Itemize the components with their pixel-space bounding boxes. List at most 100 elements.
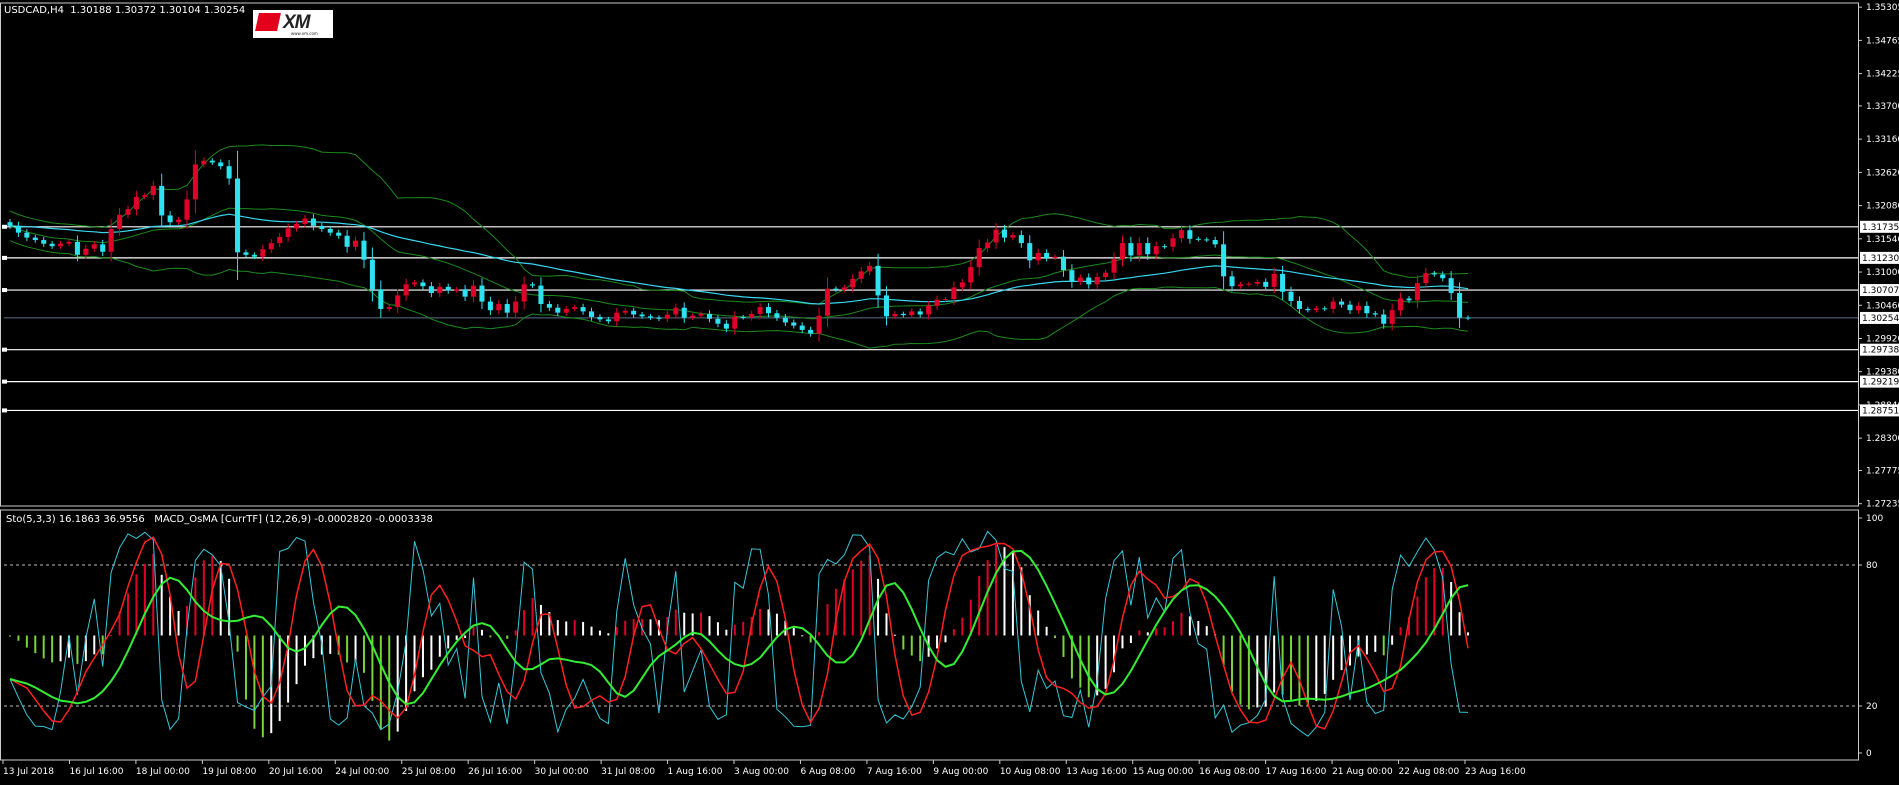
x-tick-label: 9 Aug 00:00 [933,767,988,777]
main-pane-frame [0,2,1859,507]
candle-body [875,265,881,296]
candle-body [1221,244,1227,277]
candle-body [454,289,460,291]
osma-bar [919,635,922,662]
osma-bar [1163,627,1166,636]
candle-body [1111,259,1117,273]
y-tick-label: 1.34765 [1866,36,1899,46]
x-tick-label: 21 Aug 00:00 [1332,767,1393,777]
xm-logo: XM www.xm.com [253,10,333,38]
x-tick-label: 24 Jul 00:00 [335,767,389,777]
candle-body [470,285,477,297]
osma-bar [851,569,854,636]
indicator-pane-frame [0,509,1859,761]
osma-bar [514,630,517,636]
osma-bar [809,635,812,643]
candle-body [1060,256,1066,271]
osma-bar [1416,596,1419,636]
y-tick-label: 1.33700 [1866,102,1899,112]
candle-body [1423,273,1429,284]
osma-bar [826,604,829,636]
osma-bar [253,635,256,729]
candle-body [639,314,645,317]
osma-bar [1256,635,1259,708]
candle-body [412,282,418,285]
candle-body [1389,310,1395,324]
osma-bar [944,635,947,643]
osma-bar [624,620,627,636]
osma-bar [472,626,475,636]
level-price-label: 1.31735 [1862,223,1899,233]
candle-body [1204,239,1210,241]
x-tick-label: 20 Jul 16:00 [269,767,323,777]
candle-body [614,312,620,322]
x-tick-label: 13 Aug 16:00 [1066,767,1127,777]
candle-body [294,224,300,229]
candle-body [117,214,123,229]
osma-bar [160,574,163,636]
candle-body [529,284,536,286]
candle-body [201,160,207,165]
candle-body [867,265,873,272]
osma-bar [1070,635,1073,679]
candle-body [1465,317,1471,319]
osma-bar [936,635,939,649]
candle-body [403,284,409,296]
bid-price-label: 1.30254 [1862,314,1899,324]
osma-bar [455,635,458,640]
x-tick-label: 19 Jul 08:00 [202,767,256,777]
candle-body [1280,273,1286,292]
candle-body [504,304,510,313]
y-tick-label: 1.32620 [1866,168,1899,178]
osma-bar [1315,635,1318,701]
candle-body [243,252,249,255]
candle-body [993,229,999,243]
candle-body [1069,270,1075,282]
y-tick-label: 1.31000 [1866,268,1899,278]
osma-bar [42,635,45,659]
candle-body [1440,274,1446,279]
osma-bar [59,635,62,662]
osma-bar [615,626,618,636]
candle-body [1145,243,1151,255]
osma-bar [405,635,408,712]
candle-body [41,240,47,244]
level-price-label: 1.29219 [1862,378,1899,388]
osma-bar [725,629,728,636]
indicator-title: Sto(5,3,3) 16.1863 36.9556 MACD_OsMA [Cu… [6,514,433,525]
osma-bar [388,635,391,741]
candle-body [757,307,763,314]
candle-body [546,304,552,308]
candle-body [1077,277,1083,282]
candle-body [808,329,814,334]
osma-bar [775,613,778,636]
osma-bar [565,621,568,636]
osma-bar [995,544,998,636]
candle-body [749,313,755,318]
candle-body [690,315,696,318]
candle-body [327,228,333,233]
candle-body [218,162,224,167]
candle-body [1178,230,1184,239]
osma-bar [885,613,888,636]
osma-bar [1138,630,1141,636]
osma-bar [354,635,357,661]
osma-bar [152,553,155,636]
osma-bar [843,579,846,636]
candle-body [985,242,991,249]
candle-body [344,235,350,247]
candle-body [1086,277,1092,285]
candle-body [824,288,831,316]
osma-bar [1349,635,1352,666]
osma-bar [1054,635,1057,639]
candle-body [816,315,822,334]
osma-bar [1273,635,1276,693]
candle-body [192,164,198,200]
y-tick-label: 1.27775 [1866,466,1899,476]
candle-body [1406,298,1412,301]
candle-body [1229,276,1235,287]
candle-body [1162,246,1168,248]
candle-body [159,185,165,216]
